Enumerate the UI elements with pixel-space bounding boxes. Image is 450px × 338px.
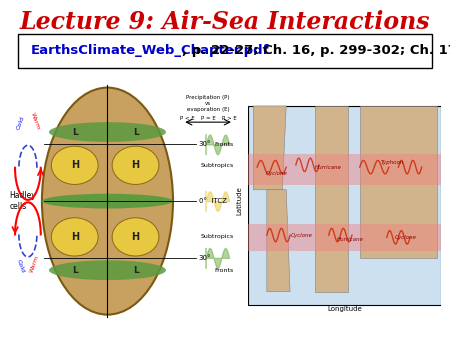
Text: 0°  ITCZ: 0° ITCZ	[199, 198, 227, 204]
Text: Cold: Cold	[16, 116, 26, 130]
Text: Typhoon: Typhoon	[381, 160, 404, 165]
Ellipse shape	[51, 218, 98, 256]
Text: P = E: P = E	[201, 116, 216, 121]
Ellipse shape	[42, 194, 173, 209]
Text: , p. 22-27; Ch. 16, p. 299-302; Ch. 17, p. 321-324: , p. 22-27; Ch. 16, p. 299-302; Ch. 17, …	[181, 44, 450, 57]
FancyBboxPatch shape	[248, 106, 441, 305]
Text: Fronts: Fronts	[215, 268, 234, 273]
Text: Lecture 9: Air-Sea Interactions: Lecture 9: Air-Sea Interactions	[20, 10, 430, 34]
Text: Cyclone: Cyclone	[291, 233, 313, 238]
Ellipse shape	[112, 218, 159, 256]
Text: Hurricane: Hurricane	[315, 165, 342, 170]
Text: Precipitation (P)
vs
evaporation (E): Precipitation (P) vs evaporation (E)	[186, 95, 230, 112]
Polygon shape	[360, 106, 437, 258]
Text: L: L	[133, 127, 139, 137]
Text: Hadley
cells: Hadley cells	[9, 191, 36, 211]
Polygon shape	[315, 106, 348, 292]
Text: H: H	[131, 232, 140, 242]
Text: Cyclone: Cyclone	[266, 171, 288, 176]
FancyBboxPatch shape	[248, 153, 441, 185]
Polygon shape	[253, 106, 286, 190]
Ellipse shape	[49, 122, 166, 142]
Text: L: L	[72, 127, 77, 137]
Text: Hurricane: Hurricane	[337, 237, 364, 242]
Ellipse shape	[42, 88, 173, 315]
Text: Warm: Warm	[29, 112, 40, 130]
FancyBboxPatch shape	[248, 224, 441, 251]
Text: Fronts: Fronts	[215, 142, 234, 147]
Text: H: H	[71, 160, 79, 170]
Text: Longitude: Longitude	[327, 306, 362, 312]
Text: 30°: 30°	[199, 141, 211, 147]
Text: Cold: Cold	[16, 259, 26, 274]
Text: H: H	[131, 160, 140, 170]
FancyBboxPatch shape	[18, 34, 432, 68]
Text: Warm: Warm	[29, 255, 40, 274]
Text: Subtropics: Subtropics	[201, 163, 234, 168]
Text: Cyclone: Cyclone	[395, 235, 417, 240]
Text: L: L	[133, 266, 139, 275]
Text: L: L	[72, 266, 77, 275]
Polygon shape	[267, 190, 290, 292]
Text: P < E: P < E	[180, 116, 194, 121]
Ellipse shape	[112, 146, 159, 185]
Ellipse shape	[49, 260, 166, 280]
Text: EarthsClimate_Web_Chapter.pdf: EarthsClimate_Web_Chapter.pdf	[31, 44, 269, 57]
Text: 30°: 30°	[199, 255, 211, 261]
Text: H: H	[71, 232, 79, 242]
Ellipse shape	[51, 146, 98, 185]
Text: P > E: P > E	[222, 116, 237, 121]
Text: Subtropics: Subtropics	[201, 234, 234, 239]
Text: Latitude: Latitude	[237, 187, 243, 216]
